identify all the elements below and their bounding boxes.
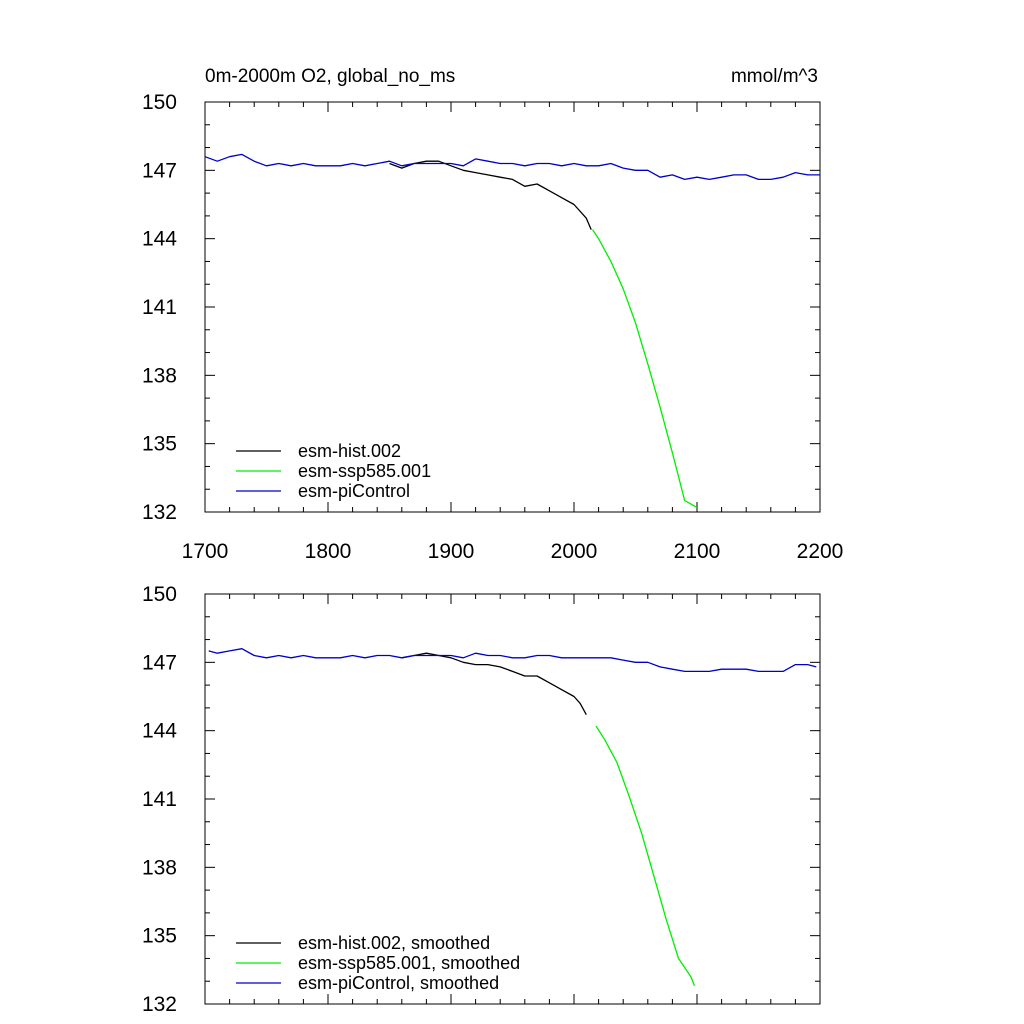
- x-tick-label: 2000: [551, 540, 598, 563]
- chart-title: 0m-2000m O2, global_no_ms: [205, 66, 455, 87]
- series-line-1: [389, 160, 592, 230]
- series-line-3: [204, 153, 820, 181]
- y-tick-label: 138: [142, 856, 177, 879]
- y-tick-label: 141: [142, 788, 177, 811]
- series-line-2: [595, 725, 696, 987]
- series-line-1: [401, 652, 587, 716]
- y-tick-label: 132: [142, 501, 177, 524]
- chart-panel-2: 132 135 138 141 144 147 150 esm-hist.002, smoot…: [142, 583, 821, 1016]
- units-label: mmol/m^3: [731, 66, 818, 87]
- series-line-3: [208, 648, 817, 673]
- y-tick-label: 141: [142, 296, 177, 319]
- legend-label-1: esm-hist.002, smoothed: [298, 933, 490, 953]
- x-tick-label: 2200: [797, 540, 844, 563]
- y-tick-label: 147: [142, 159, 177, 182]
- legend-label-2: esm-ssp585.001: [298, 461, 431, 481]
- y-tick-label: 150: [142, 583, 177, 606]
- legend-label-3: esm-piControl: [298, 481, 410, 501]
- legend-label-3: esm-piControl, smoothed: [298, 973, 499, 993]
- y-tick-label: 147: [142, 651, 177, 674]
- x-tick-label: 1700: [182, 540, 229, 563]
- y-tick-label: 138: [142, 364, 177, 387]
- y-tick-label: 144: [142, 720, 177, 743]
- x-tick-label: 1800: [305, 540, 352, 563]
- y-tick-label: 144: [142, 228, 177, 251]
- y-tick-label: 135: [142, 925, 177, 948]
- y-tick-label: 132: [142, 993, 177, 1016]
- series-line-2: [591, 229, 698, 508]
- chart-panel-1: 1700 1800 1900 2000 2100 2200 132 135 138 141 144 1…: [142, 66, 843, 563]
- x-tick-label: 2100: [674, 540, 721, 563]
- legend-label-1: esm-hist.002: [298, 441, 401, 461]
- y-tick-label: 150: [142, 91, 177, 114]
- y-tick-label: 135: [142, 433, 177, 456]
- legend-label-2: esm-ssp585.001, smoothed: [298, 953, 520, 973]
- x-tick-label: 1900: [428, 540, 475, 563]
